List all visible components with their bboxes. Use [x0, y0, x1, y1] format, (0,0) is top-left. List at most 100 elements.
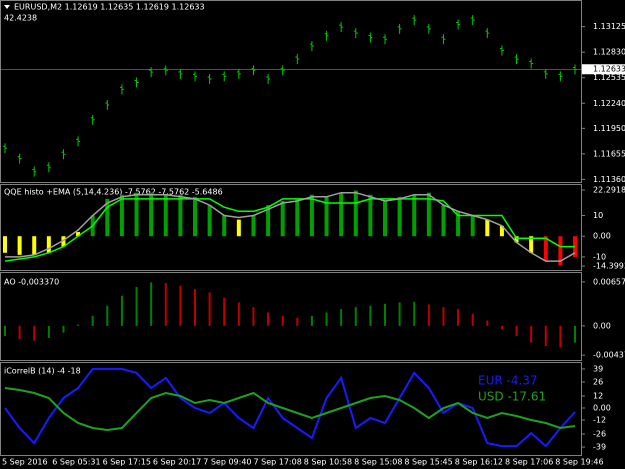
y-tick-label: 26: [593, 377, 603, 386]
price-bar: [163, 65, 168, 76]
pane-frame: [0, 272, 582, 361]
ao-bar: [398, 302, 401, 326]
ao-bar: [354, 307, 357, 326]
histogram-bar: [339, 192, 344, 237]
y-tick-label: 1.12535: [593, 73, 625, 82]
price-bar: [193, 71, 197, 82]
time-label: 8 Sep 17:06: [505, 458, 553, 467]
ao-bar: [296, 317, 299, 326]
ao-bar: [471, 313, 474, 326]
ao-bar: [457, 309, 460, 326]
y-tick-label: 1.12240: [593, 99, 625, 108]
ao-bar: [4, 325, 6, 336]
histogram-bar: [149, 192, 154, 237]
time-label: 6 Sep 05:31: [52, 458, 100, 467]
chart-extra: 42.4238: [4, 14, 37, 23]
price-bar: [46, 162, 51, 173]
y-tick-label: 1.12830: [593, 48, 625, 57]
price-bar: [61, 149, 66, 160]
price-bar: [383, 34, 387, 45]
price-bar: [222, 71, 227, 82]
histogram-bar: [470, 215, 475, 237]
pane-frame: [0, 184, 582, 271]
price-bar: [324, 30, 329, 41]
pane-title: QQE histo +EMA (5,14,4.236) -7.5762 -7.5…: [4, 188, 223, 197]
histogram-bar: [397, 196, 402, 237]
histogram-bar: [266, 205, 271, 237]
ao-bar: [267, 312, 270, 326]
time-label: 8 Sep 15:45: [404, 458, 452, 467]
price-bar: [149, 67, 154, 78]
price-bar: [470, 15, 475, 26]
histogram-bar: [368, 194, 373, 237]
ao-bar: [223, 297, 226, 326]
y-tick-label: -10: [593, 252, 606, 261]
ao-bar: [252, 307, 255, 326]
ao-bar: [208, 292, 211, 326]
y-tick-label: 12: [593, 391, 603, 400]
ao-bar: [486, 320, 489, 326]
price-bar: [32, 166, 37, 177]
histogram-bar: [193, 196, 197, 237]
time-label: 8 Sep 19:46: [555, 458, 603, 467]
time-label: 8 Sep 10:58: [304, 458, 352, 467]
price-bar: [499, 45, 504, 56]
correlation-line: [4, 367, 576, 448]
ao-bar: [237, 302, 240, 326]
ao-bar: [91, 315, 94, 326]
price-bar: [543, 68, 548, 79]
ao-bar: [574, 325, 576, 343]
current-price-box: [582, 64, 625, 75]
y-tick-label: 22.2918: [593, 185, 625, 194]
ao-bar: [120, 295, 123, 326]
histogram-bar: [558, 236, 563, 266]
ao-bar: [500, 325, 503, 330]
price-bar: [76, 136, 81, 147]
price-bar: [339, 22, 344, 33]
price-bar: [353, 28, 358, 39]
time-label: 6 Sep 20:17: [153, 458, 201, 467]
price-bar: [426, 23, 431, 34]
price-bar: [236, 68, 241, 79]
histogram-bar: [485, 219, 490, 237]
ao-bar: [179, 285, 182, 326]
histogram-bar: [105, 198, 110, 237]
ao-bar: [413, 301, 416, 326]
histogram-bar: [163, 194, 168, 237]
ao-bar: [325, 312, 328, 326]
price-bar: [573, 64, 577, 75]
histogram-bar: [76, 232, 81, 237]
histogram-bar: [309, 194, 314, 237]
y-tick-label: 0.00: [593, 321, 611, 330]
legend-label: EUR -4.37: [478, 374, 538, 388]
price-bar: [368, 32, 373, 43]
ao-bar: [442, 307, 445, 326]
y-tick-label: 1.13125: [593, 22, 625, 31]
histogram-bar: [529, 236, 534, 253]
price-bar: [251, 65, 256, 76]
histogram-bar: [412, 194, 417, 237]
ao-bar: [340, 309, 343, 326]
time-label: 8 Sep 15:08: [354, 458, 402, 467]
y-tick-label: 39: [593, 364, 603, 373]
ao-bar: [559, 325, 562, 348]
ao-bar: [530, 325, 533, 343]
price-bar: [105, 99, 110, 110]
ao-bar: [106, 305, 109, 326]
histogram-bar: [32, 236, 37, 255]
ao-bar: [281, 315, 284, 326]
price-bar: [17, 153, 22, 164]
histogram-bar: [441, 205, 446, 237]
ao-bar: [384, 303, 386, 326]
time-label: 5 Sep 2016: [2, 458, 48, 467]
histogram-bar: [46, 236, 51, 253]
price-bar: [90, 114, 95, 125]
histogram-bar: [61, 236, 66, 247]
price-bar: [207, 74, 212, 85]
ao-bar: [150, 282, 153, 326]
y-tick-label: 0.00: [593, 232, 611, 241]
indicator-line: [4, 198, 575, 262]
histogram-bar: [236, 219, 241, 237]
y-tick-label: -12: [593, 416, 606, 425]
histogram-bar: [178, 194, 183, 237]
